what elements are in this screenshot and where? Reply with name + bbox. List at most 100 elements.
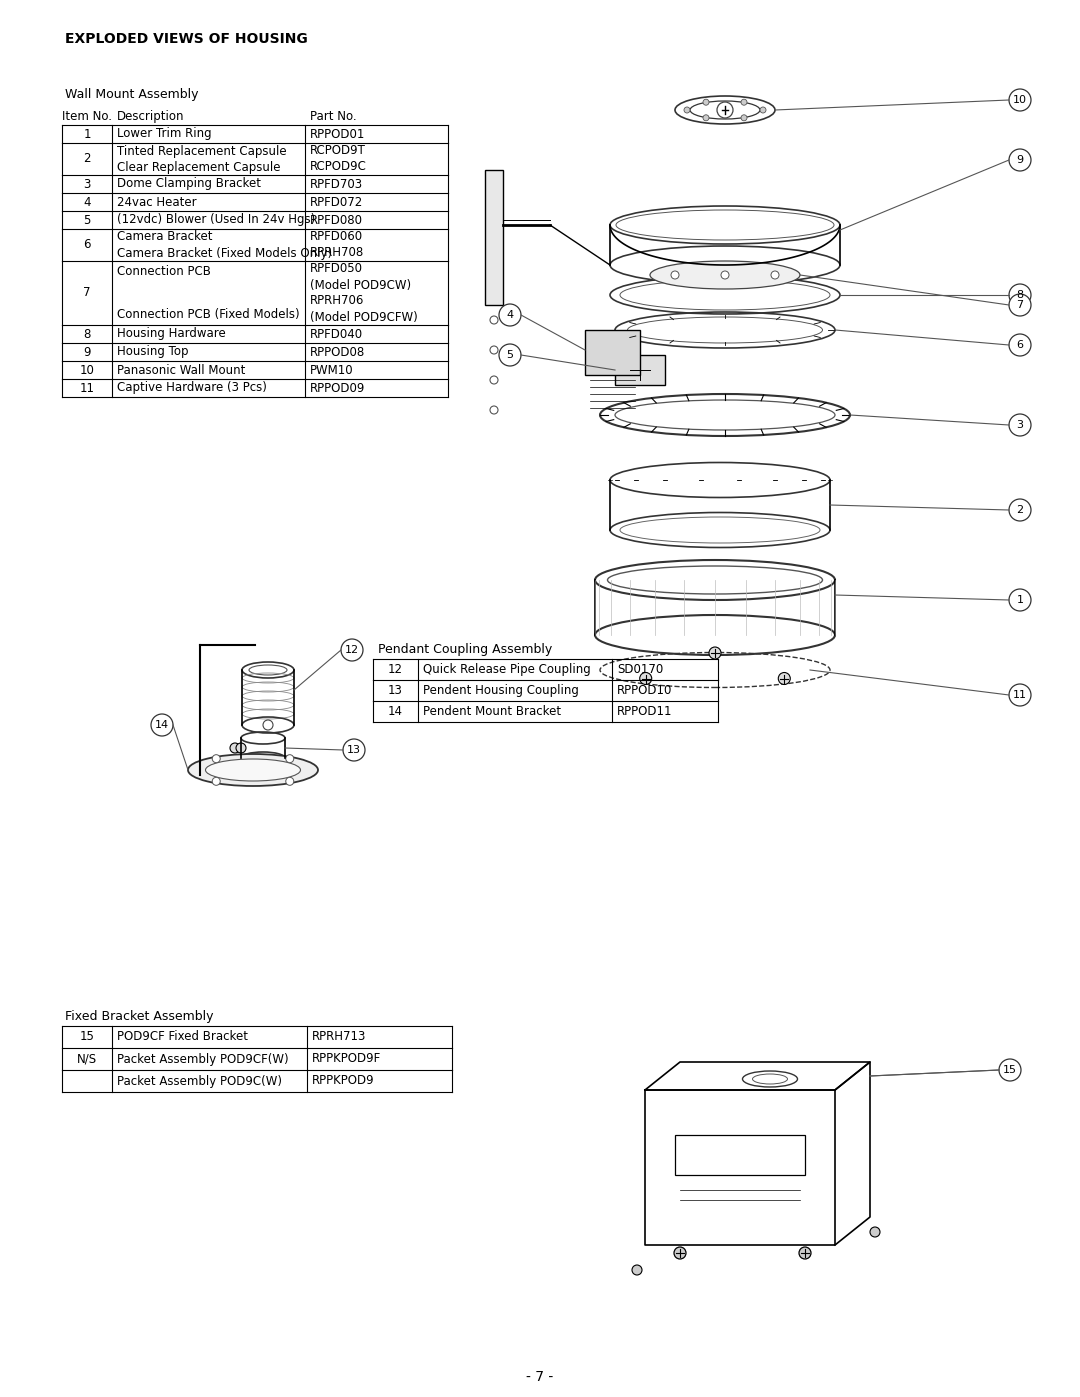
Text: 1: 1 xyxy=(1016,595,1024,605)
Text: Housing Hardware: Housing Hardware xyxy=(117,327,226,341)
Circle shape xyxy=(741,99,747,105)
Text: 13: 13 xyxy=(388,685,403,697)
Circle shape xyxy=(286,777,294,785)
Ellipse shape xyxy=(650,261,800,289)
Text: RPPKPOD9F: RPPKPOD9F xyxy=(312,1052,381,1066)
Circle shape xyxy=(1009,590,1031,610)
Text: 14: 14 xyxy=(154,719,170,731)
Circle shape xyxy=(760,108,766,113)
Text: RPRH706: RPRH706 xyxy=(310,295,364,307)
Text: Quick Release Pipe Coupling: Quick Release Pipe Coupling xyxy=(423,664,591,676)
Circle shape xyxy=(213,754,220,763)
Text: RPFD703: RPFD703 xyxy=(310,177,363,190)
Text: 15: 15 xyxy=(1003,1065,1017,1076)
Circle shape xyxy=(999,1059,1021,1081)
FancyBboxPatch shape xyxy=(585,330,640,374)
Text: 14: 14 xyxy=(388,705,403,718)
Circle shape xyxy=(286,754,294,763)
Circle shape xyxy=(639,672,651,685)
Circle shape xyxy=(771,271,779,279)
Circle shape xyxy=(490,316,498,324)
Text: 2: 2 xyxy=(1016,504,1024,515)
Text: 9: 9 xyxy=(83,345,91,359)
Text: 9: 9 xyxy=(1016,155,1024,165)
Circle shape xyxy=(490,346,498,353)
Text: 5: 5 xyxy=(83,214,91,226)
Text: RPFD040: RPFD040 xyxy=(310,327,363,341)
Text: Panasonic Wall Mount: Panasonic Wall Mount xyxy=(117,363,245,377)
Text: SD0170: SD0170 xyxy=(617,664,663,676)
Text: Part No.: Part No. xyxy=(310,110,356,123)
Text: 7: 7 xyxy=(83,286,91,299)
Text: RPFD080: RPFD080 xyxy=(310,214,363,226)
Text: 11: 11 xyxy=(80,381,95,394)
Text: 6: 6 xyxy=(83,239,91,251)
Text: 3: 3 xyxy=(1016,420,1024,430)
Text: RPRH708: RPRH708 xyxy=(310,246,364,260)
Text: 7: 7 xyxy=(1016,300,1024,310)
Text: Pendant Coupling Assembly: Pendant Coupling Assembly xyxy=(378,643,552,657)
Text: RPFD072: RPFD072 xyxy=(310,196,363,208)
Text: POD9CF Fixed Bracket: POD9CF Fixed Bracket xyxy=(117,1031,248,1044)
Circle shape xyxy=(230,743,240,753)
Circle shape xyxy=(717,102,733,117)
Text: Camera Bracket: Camera Bracket xyxy=(117,231,213,243)
Text: 15: 15 xyxy=(80,1031,94,1044)
Circle shape xyxy=(1009,293,1031,316)
Circle shape xyxy=(632,1266,642,1275)
Text: (12vdc) Blower (Used In 24v Hgs): (12vdc) Blower (Used In 24v Hgs) xyxy=(117,214,315,226)
Circle shape xyxy=(721,271,729,279)
Text: RPPOD11: RPPOD11 xyxy=(617,705,673,718)
Text: 4: 4 xyxy=(83,196,91,208)
Text: Dome Clamping Bracket: Dome Clamping Bracket xyxy=(117,177,261,190)
Text: 24vac Heater: 24vac Heater xyxy=(117,196,197,208)
Circle shape xyxy=(1009,149,1031,170)
Text: RCPOD9C: RCPOD9C xyxy=(310,161,367,173)
Circle shape xyxy=(151,714,173,736)
Circle shape xyxy=(741,115,747,120)
Text: Packet Assembly POD9CF(W): Packet Assembly POD9CF(W) xyxy=(117,1052,288,1066)
Text: EXPLODED VIEWS OF HOUSING: EXPLODED VIEWS OF HOUSING xyxy=(65,32,308,46)
Text: (Model POD9CFW): (Model POD9CFW) xyxy=(310,310,418,324)
Circle shape xyxy=(779,672,791,685)
Text: RCPOD9T: RCPOD9T xyxy=(310,144,366,158)
Text: - 7 -: - 7 - xyxy=(526,1370,554,1384)
Text: RPPOD10: RPPOD10 xyxy=(617,685,673,697)
Circle shape xyxy=(1009,499,1031,521)
Text: Wall Mount Assembly: Wall Mount Assembly xyxy=(65,88,199,101)
Text: RPRH713: RPRH713 xyxy=(312,1031,366,1044)
Circle shape xyxy=(870,1227,880,1236)
Circle shape xyxy=(703,99,708,105)
Text: 1: 1 xyxy=(83,127,91,141)
Text: RPFD060: RPFD060 xyxy=(310,231,363,243)
Text: Packet Assembly POD9C(W): Packet Assembly POD9C(W) xyxy=(117,1074,282,1087)
FancyBboxPatch shape xyxy=(615,355,665,386)
Text: 10: 10 xyxy=(1013,95,1027,105)
Circle shape xyxy=(490,376,498,384)
Text: Pendent Mount Bracket: Pendent Mount Bracket xyxy=(423,705,562,718)
Circle shape xyxy=(490,407,498,414)
Ellipse shape xyxy=(188,754,318,787)
Text: Tinted Replacement Capsule: Tinted Replacement Capsule xyxy=(117,144,286,158)
Circle shape xyxy=(237,743,246,753)
Text: 2: 2 xyxy=(83,152,91,165)
Text: 10: 10 xyxy=(80,363,94,377)
Circle shape xyxy=(1009,334,1031,356)
Circle shape xyxy=(341,638,363,661)
Circle shape xyxy=(1009,89,1031,110)
Text: N/S: N/S xyxy=(77,1052,97,1066)
Circle shape xyxy=(671,271,679,279)
Text: (Model POD9CW): (Model POD9CW) xyxy=(310,278,411,292)
Text: 3: 3 xyxy=(83,177,91,190)
Text: 12: 12 xyxy=(388,664,403,676)
Text: 8: 8 xyxy=(1016,291,1024,300)
Text: Clear Replacement Capsule: Clear Replacement Capsule xyxy=(117,161,281,173)
Text: Lower Trim Ring: Lower Trim Ring xyxy=(117,127,212,141)
Text: Connection PCB: Connection PCB xyxy=(117,265,211,278)
Text: 13: 13 xyxy=(347,745,361,754)
Text: Item No.: Item No. xyxy=(62,110,112,123)
Circle shape xyxy=(799,1248,811,1259)
Circle shape xyxy=(684,108,690,113)
Circle shape xyxy=(674,1248,686,1259)
Text: Description: Description xyxy=(117,110,185,123)
